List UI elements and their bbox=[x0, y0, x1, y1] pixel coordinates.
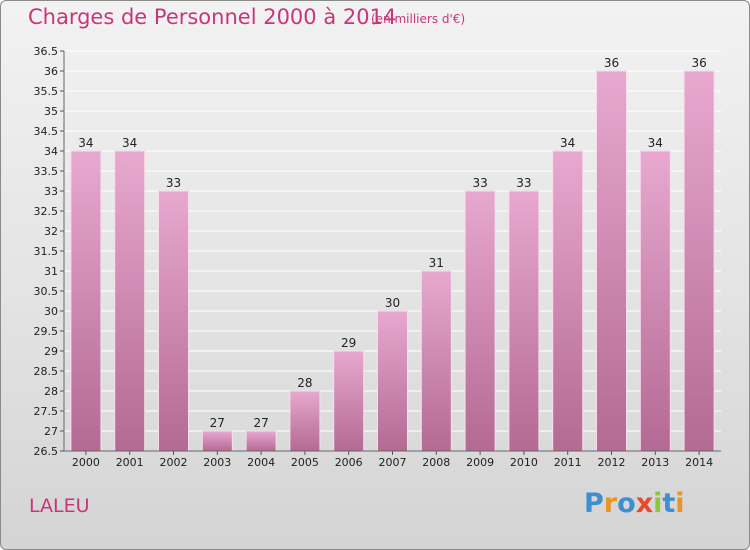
x-tick-label: 2008 bbox=[422, 456, 450, 469]
y-tick-label: 29.5 bbox=[34, 325, 59, 338]
x-tick-label: 2001 bbox=[116, 456, 144, 469]
bar bbox=[245, 430, 277, 452]
y-tick-label: 34 bbox=[44, 145, 58, 158]
data-label: 31 bbox=[429, 256, 444, 270]
x-tick-label: 2011 bbox=[554, 456, 582, 469]
x-tick-label: 2013 bbox=[641, 456, 669, 469]
x-tick-label: 2004 bbox=[247, 456, 275, 469]
logo-letter: r bbox=[603, 488, 618, 519]
bar bbox=[114, 150, 146, 452]
data-label: 34 bbox=[648, 136, 663, 150]
y-tick-label: 36 bbox=[44, 65, 58, 78]
y-tick-label: 26.5 bbox=[34, 445, 59, 458]
data-label: 28 bbox=[297, 376, 312, 390]
y-tick-label: 35 bbox=[44, 105, 58, 118]
bar bbox=[333, 350, 365, 452]
y-tick-label: 36.5 bbox=[34, 45, 59, 58]
y-tick-label: 30 bbox=[44, 305, 58, 318]
data-label: 33 bbox=[472, 176, 487, 190]
x-tick-label: 2006 bbox=[335, 456, 363, 469]
chart-title: Charges de Personnel 2000 à 2014 bbox=[28, 5, 397, 29]
data-label: 33 bbox=[166, 176, 181, 190]
y-tick-label: 35.5 bbox=[34, 85, 59, 98]
bar bbox=[70, 150, 102, 452]
data-label: 36 bbox=[691, 56, 706, 70]
x-tick-label: 2007 bbox=[379, 456, 407, 469]
data-label: 30 bbox=[385, 296, 400, 310]
y-tick-label: 32 bbox=[44, 225, 58, 238]
entity-name: LALEU bbox=[29, 495, 90, 517]
data-labels: 34 34 33 27 27 28 29 30 31 33 33 34 36 34 36 bbox=[78, 56, 706, 430]
data-label: 29 bbox=[341, 336, 356, 350]
data-label: 27 bbox=[210, 416, 225, 430]
bar bbox=[201, 430, 233, 452]
logo-letter: P bbox=[584, 488, 604, 519]
bar bbox=[158, 190, 189, 452]
y-tick-label: 28 bbox=[44, 385, 58, 398]
y-tick-label: 31 bbox=[44, 265, 58, 278]
y-tick-label: 33.5 bbox=[34, 165, 59, 178]
y-tick-label: 30.5 bbox=[34, 285, 59, 298]
y-tick-label: 31.5 bbox=[34, 245, 59, 258]
data-label: 33 bbox=[516, 176, 531, 190]
bar bbox=[508, 190, 540, 452]
bar bbox=[377, 310, 408, 452]
data-label: 36 bbox=[604, 56, 619, 70]
data-label: 34 bbox=[122, 136, 137, 150]
y-tick-label: 28.5 bbox=[34, 365, 59, 378]
y-axis-ticks: 26.5 27 27.5 28 28.5 29 29.5 30 30.5 31 31.5 32 32.5… bbox=[34, 45, 64, 458]
data-label: 34 bbox=[560, 136, 575, 150]
bar bbox=[639, 150, 671, 452]
y-tick-label: 29 bbox=[44, 345, 58, 358]
axes bbox=[63, 51, 721, 452]
y-tick-label: 27 bbox=[44, 425, 58, 438]
x-tick-label: 2012 bbox=[598, 456, 626, 469]
y-tick-label: 27.5 bbox=[34, 405, 59, 418]
x-axis-ticks: 2000 2001 2002 2003 2004 2005 2006 2007 2008 2009… bbox=[72, 451, 713, 469]
x-tick-label: 2010 bbox=[510, 456, 538, 469]
logo-letter: i bbox=[653, 488, 663, 519]
logo-letter: x bbox=[635, 488, 654, 519]
x-tick-label: 2000 bbox=[72, 456, 100, 469]
x-tick-label: 2002 bbox=[160, 456, 188, 469]
x-tick-label: 2003 bbox=[203, 456, 231, 469]
logo-letter: t bbox=[662, 488, 676, 519]
logo-letter: i bbox=[675, 488, 685, 519]
chart-subtitle: (en milliers d'€) bbox=[371, 12, 466, 26]
y-tick-label: 32.5 bbox=[34, 205, 59, 218]
bar bbox=[289, 390, 321, 452]
x-tick-label: 2009 bbox=[466, 456, 494, 469]
data-label: 34 bbox=[78, 136, 93, 150]
bar bbox=[420, 270, 452, 452]
y-tick-label: 33 bbox=[44, 185, 58, 198]
logo-letter: o bbox=[617, 488, 636, 519]
x-tick-label: 2005 bbox=[291, 456, 319, 469]
data-label: 27 bbox=[253, 416, 268, 430]
y-tick-label: 34.5 bbox=[34, 125, 59, 138]
proxiti-logo: Proxiti bbox=[584, 488, 685, 519]
bar bbox=[683, 70, 715, 452]
x-tick-label: 2014 bbox=[685, 456, 713, 469]
bars bbox=[70, 70, 715, 452]
bar bbox=[464, 190, 496, 452]
bar bbox=[552, 150, 584, 452]
bar bbox=[596, 70, 627, 452]
